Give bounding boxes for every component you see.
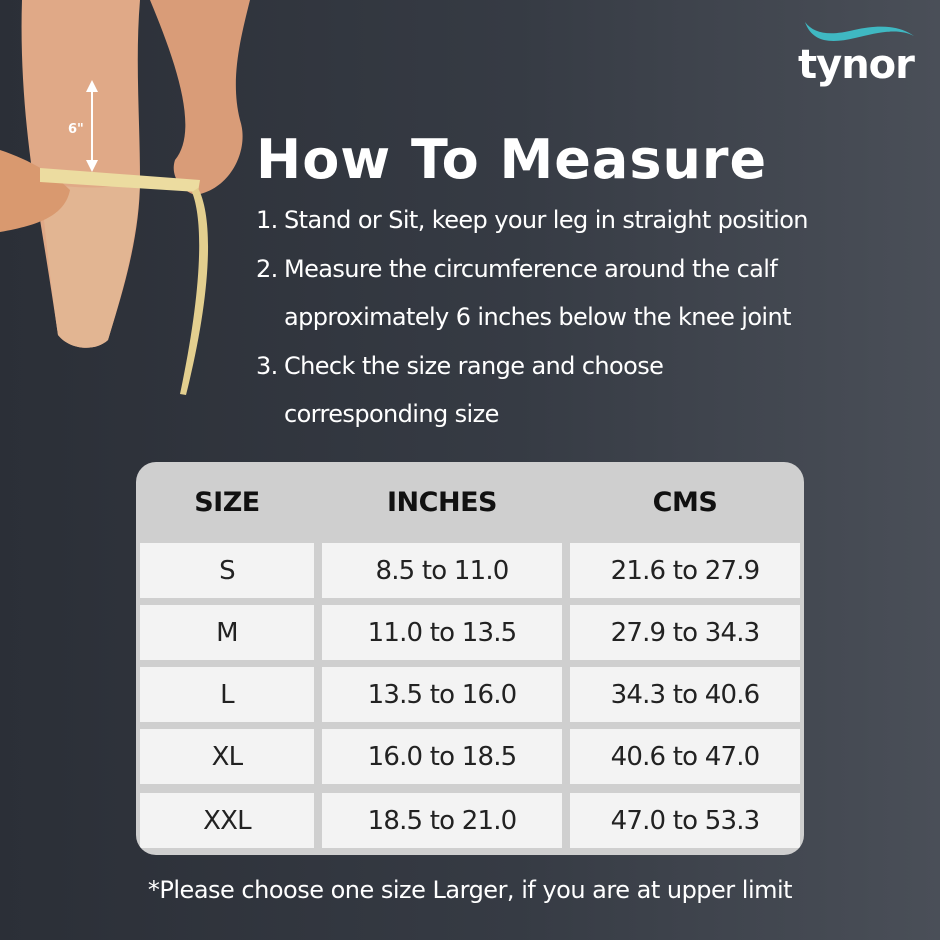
step-number: 3.	[256, 351, 278, 380]
table-cell: 27.9 to 34.3	[570, 605, 800, 660]
table-cell: 34.3 to 40.6	[570, 667, 800, 722]
step-number: 1.	[256, 206, 278, 234]
table-cell: 13.5 to 16.0	[322, 667, 562, 722]
table-cell: 18.5 to 21.0	[322, 793, 562, 848]
brand-logo-swoosh	[805, 22, 914, 41]
step-text: corresponding size	[284, 400, 499, 428]
table-cell: 21.6 to 27.9	[570, 543, 800, 598]
column-header: INCHES	[387, 486, 497, 518]
table-cell: 11.0 to 13.5	[322, 605, 562, 660]
table-cell: 16.0 to 18.5	[322, 729, 562, 784]
size-note: *Please choose one size Larger, if you a…	[147, 876, 793, 904]
step-text: Check the size range and choose	[284, 351, 664, 380]
page-title: How To Measure	[256, 128, 768, 191]
leg-measuring-illustration: 6"	[0, 0, 250, 395]
measure-label: 6"	[68, 122, 84, 137]
table-cell: 40.6 to 47.0	[570, 729, 800, 784]
step-3: 3. Check the size range and choose corresp…	[256, 342, 808, 439]
step-2: 2. Measure the circumference around the c…	[256, 245, 808, 342]
table-cell: M	[140, 605, 314, 660]
table-cell: L	[140, 667, 314, 722]
brand-logo: tynor	[798, 42, 915, 88]
table-cell: 47.0 to 53.3	[570, 793, 800, 848]
table-cell: XXL	[140, 793, 314, 848]
size-chart-table: SIZE INCHES CMS S 8.5 to 11.0 21.6 to 27.9 M 11…	[136, 462, 804, 855]
table-cell: S	[140, 543, 314, 598]
step-number: 2.	[256, 254, 278, 283]
column-header: SIZE	[194, 486, 260, 518]
table-cell: 8.5 to 11.0	[322, 543, 562, 598]
step-text: Measure the circumference around the cal…	[284, 254, 778, 283]
column-header: CMS	[652, 486, 718, 518]
step-text: Stand or Sit, keep your leg in straight …	[284, 206, 809, 234]
instructions-list: 1. Stand or Sit, keep your leg in straigh…	[256, 196, 809, 439]
table-cell: XL	[140, 729, 314, 784]
step-1: 1. Stand or Sit, keep your leg in straigh…	[256, 196, 809, 245]
step-text: approximately 6 inches below the knee jo…	[284, 303, 792, 331]
